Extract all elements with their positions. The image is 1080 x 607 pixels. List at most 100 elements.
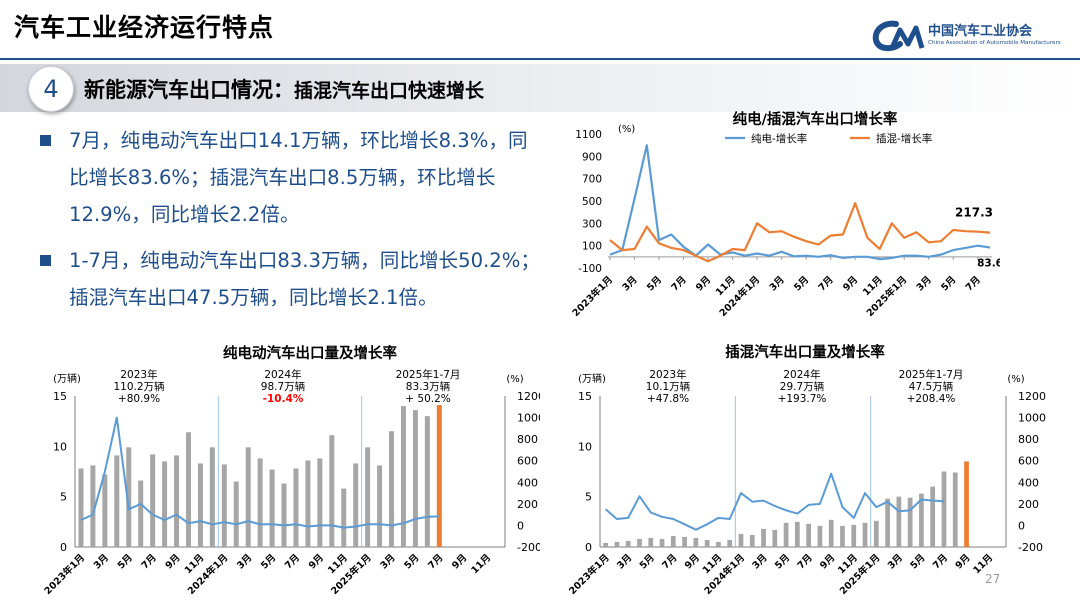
annotation-text: 2024年 <box>783 368 820 381</box>
volume-bar <box>317 458 323 547</box>
volume-bar <box>353 463 359 547</box>
volume-bar <box>209 447 215 547</box>
right-tick-label: -200 <box>1018 541 1043 554</box>
volume-bar <box>245 447 251 547</box>
x-tick-label: 7月 <box>669 274 688 293</box>
volume-bar <box>738 533 744 547</box>
x-tick-label: 2023年1月 <box>42 552 87 597</box>
volume-bar <box>648 537 654 547</box>
x-tick-label: 9月 <box>841 274 860 293</box>
chart2-title: 纯电动汽车出口量及增长率 <box>223 346 397 362</box>
x-tick-label: 5月 <box>402 552 421 571</box>
left-tick-label: 15 <box>53 390 67 403</box>
volume-bar <box>150 454 156 547</box>
volume-bar <box>377 465 383 547</box>
volume-bar <box>828 519 834 547</box>
x-tick-label: 5月 <box>116 552 135 571</box>
right-tick-label: 0 <box>1018 519 1025 532</box>
y-tick-label: 500 <box>582 196 602 208</box>
section-title: 新能源汽车出口情况：插混汽车出口快速增长 <box>84 74 484 104</box>
volume-bar <box>174 455 180 547</box>
annotation-text: 98.7万辆 <box>261 380 305 393</box>
growth-rate-line <box>80 416 440 529</box>
volume-bar <box>693 537 699 547</box>
growth-rate-line <box>604 472 945 531</box>
y-tick-label: 300 <box>582 218 602 230</box>
volume-bar <box>436 405 442 547</box>
volume-bar <box>772 529 778 547</box>
unit-label: (%) <box>618 124 635 135</box>
volume-bar <box>185 432 191 547</box>
volume-bar <box>637 538 642 547</box>
volume-bar <box>919 493 924 547</box>
phev-export-combo-chart: 0 5 10 15 -200 0 200 400 600 800 1000 1200 (万辆) (%) 20… <box>566 368 1046 597</box>
x-tick-label: 5月 <box>792 274 811 293</box>
annotation-text: +47.8% <box>647 393 689 405</box>
left-tick-label: 10 <box>578 440 592 453</box>
bullet-square-icon <box>40 255 51 266</box>
volume-bar <box>341 488 347 547</box>
volume-bar <box>806 523 812 547</box>
right-tick-label: 400 <box>1018 476 1039 489</box>
x-tick-label: 9月 <box>953 552 972 571</box>
bullet-text: 7月，纯电动汽车出口14.1万辆，环比增长8.3%，同比增长83.6%；插混汽车… <box>69 129 528 226</box>
left-unit-label: (万辆) <box>53 372 81 385</box>
right-tick-label: -200 <box>517 541 540 554</box>
left-tick-label: 10 <box>53 440 67 453</box>
annotation-text: 29.7万辆 <box>780 380 824 393</box>
volume-bar <box>952 472 958 547</box>
volume-bar <box>90 465 96 547</box>
logo-text-cn: 中国汽车工业协会 <box>928 24 1033 39</box>
end-value-label: 83.6 <box>977 257 1000 269</box>
volume-bar <box>269 469 275 547</box>
chart1-title: 纯电/插混汽车出口增长率 <box>732 112 898 128</box>
right-tick-label: 600 <box>1018 455 1039 468</box>
right-tick-label: 400 <box>517 476 538 489</box>
x-tick-label: 3月 <box>235 552 254 571</box>
bullet-text: 1-7月，纯电动汽车出口83.3万辆，同比增长50.2%；插混汽车出口47.5万… <box>69 249 540 309</box>
volume-bar <box>365 447 371 547</box>
right-tick-label: 200 <box>517 498 538 511</box>
x-tick-label: 3月 <box>378 552 397 571</box>
legend-label: 插混-增长率 <box>876 132 932 145</box>
volume-bar <box>716 541 721 547</box>
x-tick-label: 3月 <box>886 552 905 571</box>
x-tick-label: 7月 <box>931 552 950 571</box>
volume-bar <box>78 468 84 547</box>
volume-bar <box>603 542 609 547</box>
right-tick-label: 600 <box>517 455 538 468</box>
logo: 中国汽车工业协会 China Association of Automobile… <box>872 18 1072 58</box>
x-tick-label: 5月 <box>908 552 927 571</box>
volume-bar <box>896 496 902 547</box>
bullet-item: 7月，纯电动汽车出口14.1万辆，环比增长8.3%，同比增长83.6%；插混汽车… <box>40 122 545 233</box>
volume-bar <box>941 471 947 547</box>
legend-label: 纯电-增长率 <box>751 132 807 145</box>
chart3-title: 插混汽车出口量及增长率 <box>725 345 885 361</box>
right-tick-label: 1000 <box>1018 412 1046 425</box>
annotation-text: 10.1万辆 <box>646 380 690 393</box>
x-tick-label: 9月 <box>694 274 713 293</box>
annotation-text: 2024年 <box>264 368 301 381</box>
volume-bar <box>873 520 879 547</box>
right-unit-label: (%) <box>506 374 523 385</box>
right-tick-label: 0 <box>517 519 524 532</box>
y-tick-label: 900 <box>582 151 602 163</box>
volume-bar <box>424 416 430 547</box>
volume-bar <box>329 435 335 547</box>
x-tick-label: 5月 <box>773 552 792 571</box>
section-number: 4 <box>28 66 74 112</box>
series-line-1 <box>609 144 991 261</box>
volume-bar <box>138 480 144 547</box>
x-tick-label: 7月 <box>426 552 445 571</box>
header-divider <box>0 58 1080 60</box>
left-tick-label: 0 <box>585 541 592 554</box>
annotation-text: +208.4% <box>907 393 956 405</box>
annotation-text: 2023年 <box>649 368 686 381</box>
x-tick-label: 9月 <box>450 552 469 571</box>
volume-bar <box>761 528 766 547</box>
volume-bar <box>783 522 789 547</box>
volume-bar <box>221 464 227 547</box>
x-tick-label: 9月 <box>163 552 182 571</box>
x-tick-label: 3月 <box>92 552 111 571</box>
bullet-square-icon <box>40 135 51 146</box>
